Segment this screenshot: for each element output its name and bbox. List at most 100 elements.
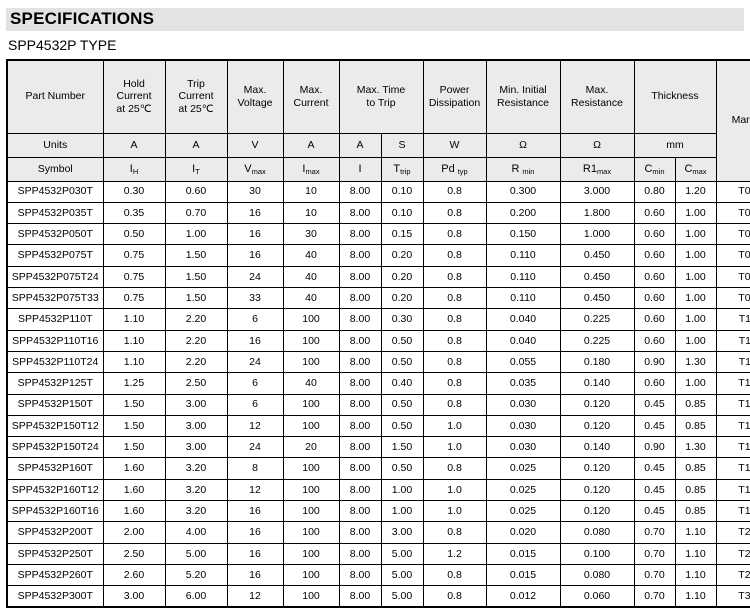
cell-power_dissipation: 0.8 bbox=[422, 393, 487, 416]
symbol-max-voltage-sub: max bbox=[251, 166, 266, 176]
cell-power_dissipation: 0.8 bbox=[422, 287, 487, 310]
symbol-power-dissipation-base: Pd bbox=[441, 162, 455, 175]
symbol-min-initial-resistance: R min bbox=[485, 156, 561, 182]
cell-thickness_max: 1.10 bbox=[674, 563, 717, 587]
cell-trip_current: 2.20 bbox=[164, 350, 228, 374]
cell-hold_current: 1.50 bbox=[102, 436, 166, 459]
symbol-max-voltage-base: V bbox=[244, 162, 252, 175]
cell-marking: T125 bbox=[715, 372, 750, 395]
symbol-thickness-min-sub: min bbox=[652, 166, 665, 176]
cell-time_i: 8.00 bbox=[338, 499, 382, 523]
cell-trip_current: 3.00 bbox=[164, 436, 228, 459]
cell-max_voltage: 16 bbox=[226, 499, 284, 523]
cell-marking: T110 bbox=[715, 329, 750, 352]
cell-power_dissipation: 0.8 bbox=[422, 244, 487, 267]
symbol-min-initial-resistance-base: R bbox=[511, 162, 520, 175]
specifications-table: Part Number Hold Current at 25℃ Trip Cur… bbox=[6, 58, 750, 608]
cell-part-number: SPP4532P160T16 bbox=[6, 499, 104, 523]
cell-max_voltage: 16 bbox=[226, 563, 284, 587]
cell-time_ttrip: 0.50 bbox=[380, 393, 424, 416]
cell-max_voltage: 24 bbox=[226, 436, 284, 459]
symbol-trip-current: IT bbox=[164, 156, 228, 182]
table-row: SPP4532P160T16 1.60 3.20 16 100 8.00 1.00 1.0 0.… bbox=[6, 499, 750, 523]
cell-time_ttrip: 0.50 bbox=[380, 414, 424, 438]
cell-marking: T150 bbox=[715, 393, 750, 416]
cell-hold_current: 2.60 bbox=[102, 563, 166, 587]
cell-hold_current: 1.60 bbox=[102, 457, 166, 480]
cell-max_current: 30 bbox=[282, 223, 340, 246]
cell-max_voltage: 24 bbox=[226, 350, 284, 374]
cell-trip_current: 1.50 bbox=[164, 287, 228, 310]
cell-max_current: 40 bbox=[282, 372, 340, 395]
cell-max_voltage: 12 bbox=[226, 478, 284, 501]
cell-part-number: SPP4532P150T24 bbox=[6, 436, 104, 459]
cell-marking: T035 bbox=[715, 201, 750, 225]
cell-min_initial_resistance: 0.020 bbox=[485, 521, 561, 544]
cell-max_voltage: 8 bbox=[226, 457, 284, 480]
symbol-min-initial-resistance-sub: min bbox=[522, 166, 535, 176]
cell-max_resistance: 0.120 bbox=[559, 414, 635, 438]
cell-thickness_min: 0.60 bbox=[633, 287, 676, 310]
cell-max_current: 100 bbox=[282, 393, 340, 416]
table-row: SPP4532P075T 0.75 1.50 16 40 8.00 0.20 0.8 0.110… bbox=[6, 244, 750, 267]
cell-thickness_min: 0.90 bbox=[633, 436, 676, 459]
cell-thickness_min: 0.60 bbox=[633, 372, 676, 395]
cell-thickness_min: 0.45 bbox=[633, 457, 676, 480]
units-time-ttrip: S bbox=[380, 132, 424, 158]
table-row: SPP4532P200T 2.00 4.00 16 100 8.00 3.00 0.8 0.02… bbox=[6, 521, 750, 544]
cell-thickness_min: 0.45 bbox=[633, 414, 676, 438]
cell-max_voltage: 16 bbox=[226, 329, 284, 352]
header-row-symbol: Symbol IH IT Vmax Imax I Ttrip Pd typ R … bbox=[6, 156, 750, 182]
units-thickness: mm bbox=[633, 132, 717, 158]
cell-part-number: SPP4532P110T24 bbox=[6, 350, 104, 374]
cell-max_current: 20 bbox=[282, 436, 340, 459]
cell-thickness_max: 1.00 bbox=[674, 329, 717, 352]
max-time-line-2: to Trip bbox=[366, 96, 396, 109]
cell-marking: T150 bbox=[715, 414, 750, 438]
cell-thickness_max: 1.00 bbox=[674, 201, 717, 225]
cell-power_dissipation: 0.8 bbox=[422, 585, 487, 608]
cell-hold_current: 1.25 bbox=[102, 372, 166, 395]
cell-max_voltage: 24 bbox=[226, 265, 284, 289]
table-row: SPP4532P035T 0.35 0.70 16 10 8.00 0.10 0.8 0.200… bbox=[6, 201, 750, 225]
cell-max_resistance: 0.450 bbox=[559, 287, 635, 310]
cell-power_dissipation: 0.8 bbox=[422, 563, 487, 587]
symbol-max-voltage: Vmax bbox=[226, 156, 284, 182]
cell-power_dissipation: 0.8 bbox=[422, 350, 487, 374]
cell-time_ttrip: 0.20 bbox=[380, 265, 424, 289]
cell-hold_current: 1.60 bbox=[102, 478, 166, 501]
cell-max_voltage: 16 bbox=[226, 201, 284, 225]
col-header-max-resistance: Max. Resistance bbox=[559, 59, 635, 134]
trip-current-line-3: at 25℃ bbox=[178, 102, 214, 115]
symbol-power-dissipation-sub: typ bbox=[457, 166, 468, 176]
cell-time_i: 8.00 bbox=[338, 521, 382, 544]
cell-part-number: SPP4532P125T bbox=[6, 372, 104, 395]
cell-time_ttrip: 0.20 bbox=[380, 287, 424, 310]
cell-max_current: 100 bbox=[282, 329, 340, 352]
cell-time_ttrip: 3.00 bbox=[380, 521, 424, 544]
cell-power_dissipation: 1.0 bbox=[422, 499, 487, 523]
min-initial-resistance-line-1: Min. Initial bbox=[499, 84, 547, 97]
cell-time_i: 8.00 bbox=[338, 244, 382, 267]
cell-hold_current: 0.35 bbox=[102, 201, 166, 225]
cell-thickness_min: 0.45 bbox=[633, 499, 676, 523]
cell-power_dissipation: 0.8 bbox=[422, 372, 487, 395]
symbol-thickness-min-base: C bbox=[644, 162, 653, 175]
units-hold-current: A bbox=[102, 132, 166, 158]
units-time-i: A bbox=[338, 132, 382, 158]
cell-min_initial_resistance: 0.150 bbox=[485, 223, 561, 246]
cell-min_initial_resistance: 0.110 bbox=[485, 287, 561, 310]
cell-time_i: 8.00 bbox=[338, 350, 382, 374]
cell-thickness_max: 0.85 bbox=[674, 393, 717, 416]
cell-hold_current: 1.10 bbox=[102, 308, 166, 331]
cell-min_initial_resistance: 0.300 bbox=[485, 180, 561, 203]
cell-part-number: SPP4532P030T bbox=[6, 180, 104, 203]
cell-power_dissipation: 1.0 bbox=[422, 414, 487, 438]
cell-marking: T075 bbox=[715, 265, 750, 289]
col-header-min-initial-resistance: Min. Initial Resistance bbox=[485, 59, 561, 134]
cell-time_ttrip: 1.00 bbox=[380, 499, 424, 523]
col-header-max-current: Max. Current bbox=[282, 59, 340, 134]
cell-max_resistance: 1.000 bbox=[559, 223, 635, 246]
cell-part-number: SPP4532P035T bbox=[6, 201, 104, 225]
cell-max_resistance: 0.140 bbox=[559, 372, 635, 395]
